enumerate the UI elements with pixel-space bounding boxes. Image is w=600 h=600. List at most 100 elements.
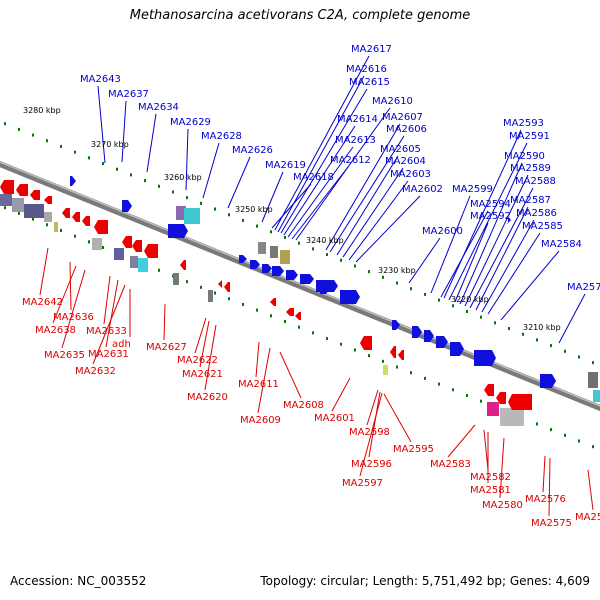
gene-arrow <box>144 244 158 258</box>
gene-label[interactable]: MA2620 <box>187 392 228 403</box>
gene-block-purple <box>176 206 186 220</box>
gene-label[interactable]: MA2585 <box>522 221 563 232</box>
gene-label[interactable]: MA2570 <box>575 512 600 523</box>
scale-tick-label: 3240 kbp <box>306 236 344 245</box>
gene-arrow <box>484 384 494 396</box>
gene-label[interactable]: MA2594 <box>470 199 511 210</box>
gene-arrow <box>286 308 294 316</box>
gene-label[interactable]: MA2611 <box>238 379 279 390</box>
gene-label[interactable]: MA2591 <box>509 131 550 142</box>
leader-line <box>348 180 409 261</box>
gene-label[interactable]: MA2580 <box>482 500 523 511</box>
gene-label[interactable]: MA2643 <box>80 74 121 85</box>
gene-arrow <box>122 236 132 248</box>
gene-label[interactable]: MA2609 <box>240 415 281 426</box>
gene-label[interactable]: MA2610 <box>372 96 413 107</box>
gene-label[interactable]: MA2627 <box>146 342 187 353</box>
gene-label[interactable]: MA2603 <box>390 169 431 180</box>
gene-label[interactable]: MA2614 <box>337 114 378 125</box>
gene-arrow <box>272 266 284 276</box>
gene-label[interactable]: MA2613 <box>335 135 376 146</box>
gene-label[interactable]: adh <box>112 339 131 350</box>
gene-label[interactable]: MA2638 <box>35 325 76 336</box>
gene-label[interactable]: MA2616 <box>346 64 387 75</box>
scale-dot <box>438 298 440 302</box>
gene-label[interactable]: MA2612 <box>330 155 371 166</box>
gene-label[interactable]: MA2587 <box>510 195 551 206</box>
gene-label[interactable]: MA2642 <box>22 297 63 308</box>
gene-label[interactable]: MA2575 <box>531 518 572 529</box>
gene-arrow <box>286 270 298 280</box>
gene-label[interactable]: MA2621 <box>182 369 223 380</box>
scale-dot <box>340 258 342 262</box>
gene-label[interactable]: MA2637 <box>108 89 149 100</box>
leader-line <box>291 166 349 240</box>
scale-tick-label: 3280 kbp <box>23 106 61 115</box>
gene-label[interactable]: MA2628 <box>201 131 242 142</box>
gene-block-gray <box>92 238 102 250</box>
gene-arrow <box>474 350 496 366</box>
gene-label[interactable]: MA2635 <box>44 350 85 361</box>
gene-label[interactable]: MA2598 <box>349 427 390 438</box>
scale-tick-label: 3270 kbp <box>91 140 129 149</box>
gene-label[interactable]: MA2576 <box>525 494 566 505</box>
gene-label[interactable]: MA2590 <box>504 151 545 162</box>
gene-label[interactable]: MA2617 <box>351 44 392 55</box>
scale-dot <box>158 268 160 272</box>
gene-label[interactable]: MA2606 <box>386 124 427 135</box>
gene-arrow <box>507 216 511 224</box>
scale-dot <box>200 285 202 289</box>
gene-label[interactable]: MA2586 <box>516 208 557 219</box>
scale-dot <box>116 167 118 171</box>
gene-label[interactable]: MA2629 <box>170 117 211 128</box>
gene-label[interactable]: MA2593 <box>503 118 544 129</box>
gene-block-gray <box>44 212 52 222</box>
gene-label[interactable]: MA2579 <box>567 282 600 293</box>
gene-label[interactable]: MA2622 <box>177 355 218 366</box>
leader-line <box>483 429 489 471</box>
leader-line <box>279 351 302 399</box>
gene-arrow <box>450 342 464 356</box>
scale-dot <box>368 270 370 274</box>
gene-label[interactable]: MA2588 <box>515 176 556 187</box>
gene-label[interactable]: MA2626 <box>232 145 273 156</box>
scale-dot <box>158 184 160 188</box>
gene-label[interactable]: MA2592 <box>470 211 511 222</box>
leader-line <box>329 135 405 253</box>
gene-label[interactable]: MA2636 <box>53 312 94 323</box>
gene-arrow <box>392 320 400 330</box>
gene-label[interactable]: MA2615 <box>349 77 390 88</box>
gene-label[interactable]: MA2584 <box>541 239 582 250</box>
gene-arrow <box>340 290 360 304</box>
gene-label[interactable]: MA2633 <box>86 326 127 337</box>
gene-label[interactable]: MA2608 <box>283 400 324 411</box>
gene-label[interactable]: MA2599 <box>452 184 493 195</box>
leader-line <box>443 129 522 299</box>
gene-label[interactable]: MA2581 <box>470 485 511 496</box>
scale-dot <box>578 355 580 359</box>
leader-line <box>61 269 86 349</box>
gene-label[interactable]: MA2600 <box>422 226 463 237</box>
scale-dot <box>508 327 510 331</box>
gene-label[interactable]: MA2601 <box>314 413 355 424</box>
gene-label[interactable]: MA2605 <box>380 144 421 155</box>
gene-label[interactable]: MA2634 <box>138 102 179 113</box>
gene-label[interactable]: MA2631 <box>88 349 129 360</box>
gene-label[interactable]: MA2582 <box>470 472 511 483</box>
gene-arrow <box>508 394 532 410</box>
gene-label[interactable]: MA2596 <box>351 459 392 470</box>
gene-label[interactable]: MA2607 <box>382 112 423 123</box>
gene-label[interactable]: MA2583 <box>430 459 471 470</box>
scale-dot <box>256 308 258 312</box>
gene-label[interactable]: MA2618 <box>293 172 334 183</box>
gene-label[interactable]: MA2632 <box>75 366 116 377</box>
gene-label[interactable]: MA2597 <box>342 478 383 489</box>
scale-dot <box>424 376 426 380</box>
gene-label[interactable]: MA2595 <box>393 444 434 455</box>
gene-label[interactable]: MA2604 <box>385 156 426 167</box>
gene-block-gray <box>258 242 266 254</box>
gene-label[interactable]: MA2619 <box>265 160 306 171</box>
gene-label[interactable]: MA2589 <box>510 163 551 174</box>
leader-line <box>163 303 166 341</box>
gene-label[interactable]: MA2602 <box>402 184 443 195</box>
